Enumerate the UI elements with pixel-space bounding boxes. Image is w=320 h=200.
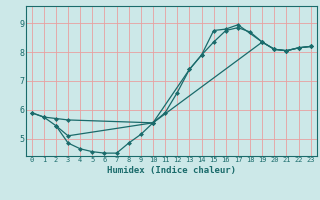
X-axis label: Humidex (Indice chaleur): Humidex (Indice chaleur) <box>107 166 236 175</box>
